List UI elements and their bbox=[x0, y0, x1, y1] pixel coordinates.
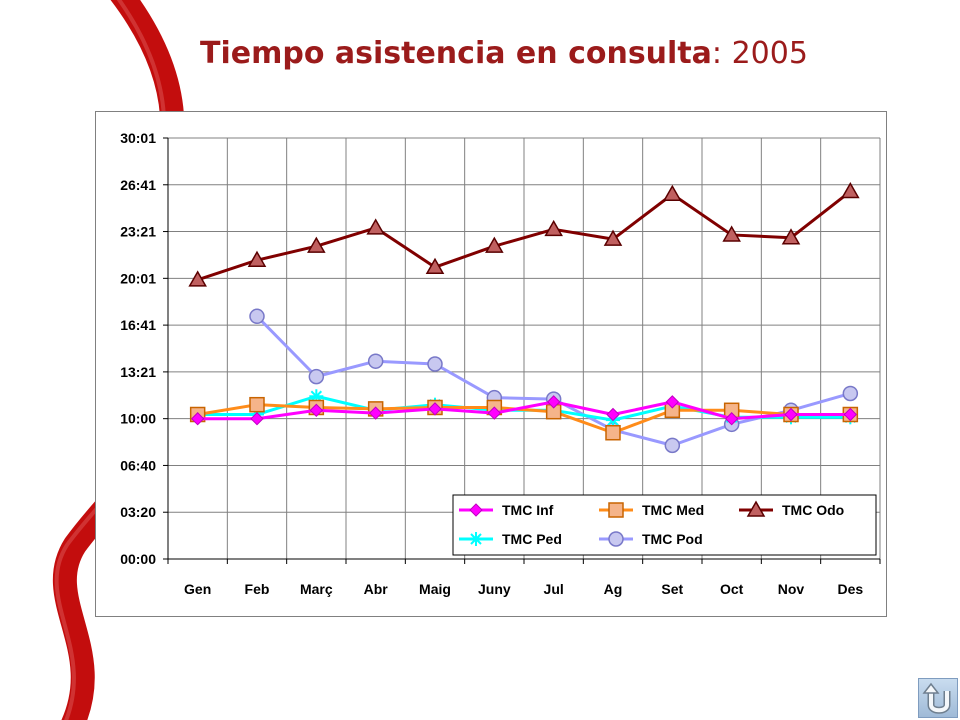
data-point bbox=[366, 218, 385, 235]
legend-label: TMC Inf bbox=[502, 502, 554, 518]
data-point bbox=[485, 236, 504, 253]
y-tick-label: 13:21 bbox=[120, 364, 156, 380]
legend-box bbox=[452, 494, 877, 556]
data-point bbox=[247, 250, 267, 267]
data-point bbox=[842, 385, 859, 402]
legend-label: TMC Med bbox=[642, 502, 704, 518]
x-tick-label: Ag bbox=[604, 581, 623, 597]
gridlines bbox=[168, 137, 881, 559]
data-point bbox=[307, 236, 326, 253]
data-point bbox=[843, 407, 858, 422]
y-tick-label: 30:01 bbox=[120, 130, 156, 146]
x-tick-label: Jul bbox=[544, 581, 564, 597]
data-point bbox=[368, 406, 383, 420]
data-point bbox=[546, 395, 561, 409]
data-point bbox=[308, 368, 325, 385]
x-tick-label: Des bbox=[837, 581, 863, 597]
legend-label: TMC Ped bbox=[502, 531, 562, 547]
legend-label: TMC Odo bbox=[782, 502, 844, 518]
data-point bbox=[249, 396, 265, 413]
data-point bbox=[605, 424, 621, 441]
data-point bbox=[664, 437, 681, 454]
x-tick-label: Juny bbox=[478, 581, 511, 597]
legend-label: TMC Pod bbox=[642, 531, 703, 547]
y-tick-label: 26:41 bbox=[120, 177, 156, 193]
data-point bbox=[427, 356, 443, 372]
data-point bbox=[722, 225, 741, 242]
x-axis-tick-labels: Gen Feb Març Abr Maig Juny Jul Ag Set Oct Nov Des bbox=[184, 581, 863, 597]
x-tick-label: Nov bbox=[778, 581, 805, 597]
x-tick-label: Feb bbox=[245, 581, 270, 597]
legend: TMC Inf TMC Med TMC Odo TMC Ped TMC Pod bbox=[452, 494, 877, 556]
data-point bbox=[781, 228, 801, 245]
y-tick-label: 06:40 bbox=[120, 457, 156, 473]
legend-marker bbox=[746, 500, 766, 517]
data-point bbox=[665, 395, 680, 409]
data-point bbox=[428, 402, 442, 416]
data-point bbox=[367, 353, 384, 369]
y-tick-label: 00:00 bbox=[120, 551, 156, 567]
legend-marker bbox=[608, 502, 624, 518]
x-tick-label: Set bbox=[661, 581, 683, 597]
series-line bbox=[197, 400, 851, 421]
data-point bbox=[784, 407, 798, 422]
x-tick-label: Gen bbox=[184, 581, 211, 597]
line-chart: 00:00 03:20 06:40 10:00 13:21 16:41 20:01 23:21… bbox=[95, 111, 887, 617]
y-tick-label: 20:01 bbox=[120, 270, 156, 286]
legend-item-tmc-med: TMC Med bbox=[599, 502, 704, 518]
legend-marker bbox=[469, 503, 483, 517]
y-tick-label: 10:00 bbox=[120, 411, 156, 427]
y-tick-label: 03:20 bbox=[120, 504, 156, 520]
data-point bbox=[249, 308, 265, 325]
x-tick-label: Maig bbox=[419, 581, 451, 597]
data-point bbox=[425, 257, 445, 274]
data-point bbox=[188, 270, 207, 287]
series-tmc-odo bbox=[188, 181, 860, 287]
legend-item-tmc-ped: TMC Ped bbox=[459, 531, 562, 547]
data-point bbox=[544, 219, 563, 237]
x-tick-label: Març bbox=[300, 581, 333, 597]
data-point bbox=[603, 229, 623, 246]
data-point bbox=[663, 184, 682, 202]
y-tick-label: 23:21 bbox=[120, 224, 156, 240]
x-tick-label: Abr bbox=[364, 581, 389, 597]
series-line bbox=[197, 190, 852, 282]
axes bbox=[163, 137, 881, 564]
legend-marker bbox=[469, 532, 483, 546]
data-point bbox=[487, 406, 502, 420]
legend-item-tmc-odo: TMC Odo bbox=[739, 500, 844, 518]
title-separator: : bbox=[711, 36, 732, 71]
plot-series bbox=[188, 181, 860, 454]
page-title: Tiempo asistencia en consulta: 2005 bbox=[200, 36, 808, 71]
series-tmc-inf bbox=[190, 395, 858, 426]
series-line bbox=[197, 403, 851, 435]
data-point bbox=[190, 412, 205, 426]
legend-item-tmc-inf: TMC Inf bbox=[459, 502, 554, 518]
title-main: Tiempo asistencia en consulta bbox=[200, 36, 712, 71]
data-point bbox=[250, 412, 264, 426]
data-point bbox=[724, 412, 739, 426]
data-point bbox=[606, 407, 620, 422]
u-turn-arrow-icon bbox=[922, 682, 951, 714]
legend-item-tmc-pod: TMC Pod bbox=[599, 531, 703, 547]
legend-marker bbox=[608, 531, 624, 547]
x-tick-label: Oct bbox=[720, 581, 744, 597]
data-point bbox=[841, 181, 860, 199]
title-year: 2005 bbox=[731, 36, 808, 71]
y-tick-label: 16:41 bbox=[120, 317, 156, 333]
home-button[interactable] bbox=[918, 678, 958, 718]
y-axis-tick-labels: 00:00 03:20 06:40 10:00 13:21 16:41 20:01 23:21… bbox=[120, 130, 156, 567]
data-point bbox=[309, 403, 324, 418]
